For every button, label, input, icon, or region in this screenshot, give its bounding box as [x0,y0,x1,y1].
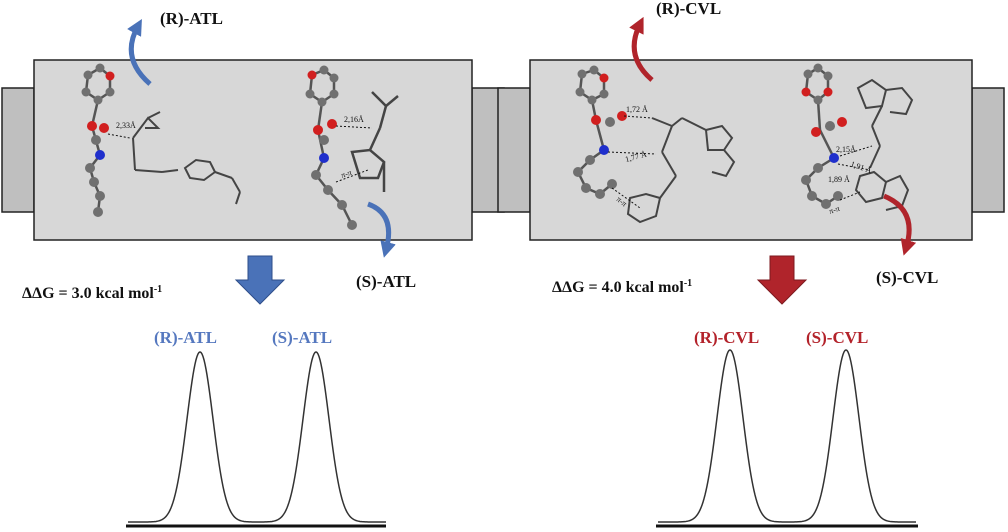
elution-arrow [756,255,808,305]
peak-label-1: (R)-CVL [694,328,759,347]
interaction-label-right: π-π [828,204,841,216]
atoms-selector-right [801,63,847,209]
distance-label-right: 2,16Å [344,115,364,124]
atoms-selector-right [305,65,357,230]
arrow-s-enantiomer [367,201,396,258]
pi-pi-right [839,191,861,201]
peak-label-2: (S)-CVL [806,328,868,347]
molecule-analyte-right [854,78,914,211]
label-s-side: (S)-CVL [876,268,938,287]
arrow-r-enantiomer [629,16,654,82]
hbond-right-2 [837,163,871,171]
distance-label-left: 2,33Å [116,121,136,130]
distance-label-right-3: 1,89 Å [828,175,850,184]
distance-label-left-1: 1,72 Å [626,105,648,114]
arrow-s-enantiomer [882,193,917,256]
label-s-side: (S)-ATL [356,272,416,291]
pi-pi-left [611,187,641,209]
panel-atl: 2,33Å [1,9,505,528]
chromatogram-trace [658,349,916,523]
delta-g-text: ΔΔG = 3.0 kcal mol-1 [22,284,162,302]
pi-pi-right [335,169,369,183]
hbond-right-1 [839,145,873,157]
atoms-selector-left [81,63,115,217]
column-fitting-left [497,87,531,213]
label-r-top: (R)-CVL [656,0,721,18]
hbond-left-1 [623,115,653,119]
hbond-left-2 [607,151,657,155]
molecule-analyte-left [132,111,241,205]
column-fitting-left [1,87,35,213]
peak-label-1: (R)-ATL [154,328,217,347]
panel-cvl: 1,72 Å 1,77 Å π-π [497,0,1005,528]
interaction-label-right: π-π [340,168,353,180]
arrow-r-enantiomer [127,19,152,86]
atoms-selector-left [573,65,627,199]
label-r-top: (R)-ATL [160,9,223,28]
column-fitting-right [971,87,1005,213]
delta-g-text: ΔΔG = 4.0 kcal mol-1 [552,278,692,296]
distance-label-right-1: 2,15Å [836,145,856,154]
chromatogram-trace [128,351,386,523]
peak-label-2: (S)-ATL [272,328,332,347]
molecule-analyte-left [626,117,736,224]
elution-arrow [234,255,286,305]
